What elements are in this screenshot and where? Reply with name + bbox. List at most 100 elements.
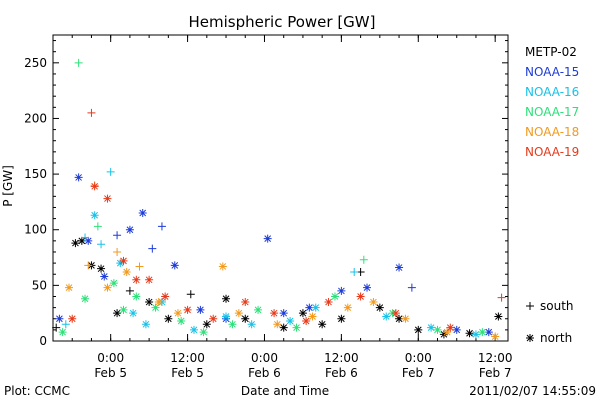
data-point-south bbox=[87, 108, 96, 117]
data-point-north bbox=[58, 328, 67, 337]
data-point-north bbox=[471, 330, 480, 339]
data-point-north bbox=[183, 305, 192, 314]
x-tick-date-label: Feb 5 bbox=[171, 366, 204, 380]
data-point-north bbox=[173, 309, 182, 318]
data-point-south bbox=[148, 244, 157, 253]
data-point-north bbox=[132, 275, 141, 284]
data-point-north bbox=[273, 320, 282, 329]
data-point-north bbox=[279, 323, 288, 332]
data-point-north bbox=[90, 182, 99, 191]
data-point-north bbox=[395, 263, 404, 272]
data-point-north bbox=[125, 225, 134, 234]
data-point-north bbox=[129, 309, 138, 318]
data-point-south bbox=[52, 323, 61, 332]
x-tick-date-label: Feb 6 bbox=[325, 366, 358, 380]
data-point-north bbox=[433, 325, 442, 334]
data-point-north bbox=[254, 305, 263, 314]
data-point-north bbox=[199, 328, 208, 337]
data-point-north bbox=[491, 332, 500, 341]
data-point-north bbox=[452, 325, 461, 334]
data-point-north bbox=[356, 292, 365, 301]
data-point-south bbox=[350, 268, 359, 277]
data-point-north bbox=[369, 298, 378, 307]
data-point-north bbox=[395, 314, 404, 323]
data-point-north bbox=[279, 309, 288, 318]
data-point-north bbox=[375, 303, 384, 312]
x-axis-label: Date and Time bbox=[241, 384, 329, 398]
legend-entry: NOAA-18 bbox=[525, 125, 579, 139]
x-tick-time-label: 12:00 bbox=[478, 351, 513, 365]
data-point-south bbox=[157, 222, 166, 231]
data-point-north bbox=[170, 261, 179, 270]
footer-right: 2011/02/07 14:55:09 bbox=[469, 384, 596, 398]
data-point-south bbox=[74, 58, 83, 67]
data-point-north bbox=[65, 283, 74, 292]
y-tick-label: 200 bbox=[24, 111, 47, 125]
data-point-north bbox=[161, 292, 170, 301]
data-point-north bbox=[196, 305, 205, 314]
data-point-north bbox=[222, 294, 231, 303]
data-point-south bbox=[125, 286, 134, 295]
data-point-north bbox=[234, 309, 243, 318]
data-point-north bbox=[292, 323, 301, 332]
data-point-north bbox=[77, 236, 86, 245]
data-point-north bbox=[337, 314, 346, 323]
data-point-north bbox=[343, 303, 352, 312]
data-point-south bbox=[81, 233, 90, 242]
legend-entry: NOAA-19 bbox=[525, 145, 579, 159]
data-point-north bbox=[138, 209, 147, 218]
data-point-south bbox=[497, 293, 506, 302]
chart-title: Hemispheric Power [GW] bbox=[189, 13, 376, 31]
x-tick-time-label: 0:00 bbox=[405, 351, 432, 365]
data-point-north bbox=[302, 316, 311, 325]
x-tick-date-label: Feb 6 bbox=[248, 366, 281, 380]
data-point-north bbox=[177, 316, 186, 325]
x-tick-time-label: 0:00 bbox=[251, 351, 278, 365]
x-tick-time-label: 12:00 bbox=[170, 351, 205, 365]
data-point-north bbox=[286, 316, 295, 325]
legend-entry: METP-02 bbox=[525, 45, 577, 59]
plot-frame bbox=[52, 34, 509, 342]
x-tick-date-label: Feb 7 bbox=[402, 366, 435, 380]
legend-symbol-plus bbox=[526, 302, 534, 310]
data-point-north bbox=[318, 320, 327, 329]
legend: METP-02 NOAA-15 NOAA-16 NOAA-17 NOAA-18 NOAA-… bbox=[525, 45, 579, 345]
legend-marker-label: south bbox=[540, 299, 574, 313]
data-point-north bbox=[241, 314, 250, 323]
data-point-north bbox=[103, 283, 112, 292]
x-tick-time-label: 12:00 bbox=[324, 351, 359, 365]
data-point-north bbox=[218, 262, 227, 271]
data-point-south bbox=[84, 261, 93, 270]
data-point-north bbox=[154, 298, 163, 307]
data-point-north bbox=[132, 292, 141, 301]
data-point-north bbox=[228, 320, 237, 329]
data-point-north bbox=[478, 328, 487, 337]
data-point-north bbox=[71, 239, 80, 248]
data-point-north bbox=[311, 303, 320, 312]
series-noaa-18 bbox=[65, 181, 500, 341]
data-point-north bbox=[97, 264, 106, 273]
data-point-south bbox=[61, 320, 70, 329]
data-point-north bbox=[439, 330, 448, 339]
data-point-north bbox=[81, 294, 90, 303]
data-point-north bbox=[263, 234, 272, 243]
data-point-north bbox=[401, 314, 410, 323]
data-point-north bbox=[446, 323, 455, 332]
data-point-north bbox=[119, 256, 128, 265]
data-point-north bbox=[324, 298, 333, 307]
data-point-north bbox=[151, 303, 160, 312]
y-tick-label: 150 bbox=[24, 167, 47, 181]
data-point-south bbox=[113, 231, 122, 240]
data-point-north bbox=[84, 236, 93, 245]
data-point-north bbox=[202, 320, 211, 329]
data-point-north bbox=[330, 292, 339, 301]
data-point-south bbox=[106, 167, 115, 176]
footer-left: Plot: CCMC bbox=[4, 384, 70, 398]
data-point-north bbox=[363, 283, 372, 292]
data-point-south bbox=[113, 247, 122, 256]
data-point-north bbox=[209, 314, 218, 323]
series-noaa-19 bbox=[68, 108, 506, 332]
data-point-north bbox=[337, 286, 346, 295]
data-point-north bbox=[270, 309, 279, 318]
